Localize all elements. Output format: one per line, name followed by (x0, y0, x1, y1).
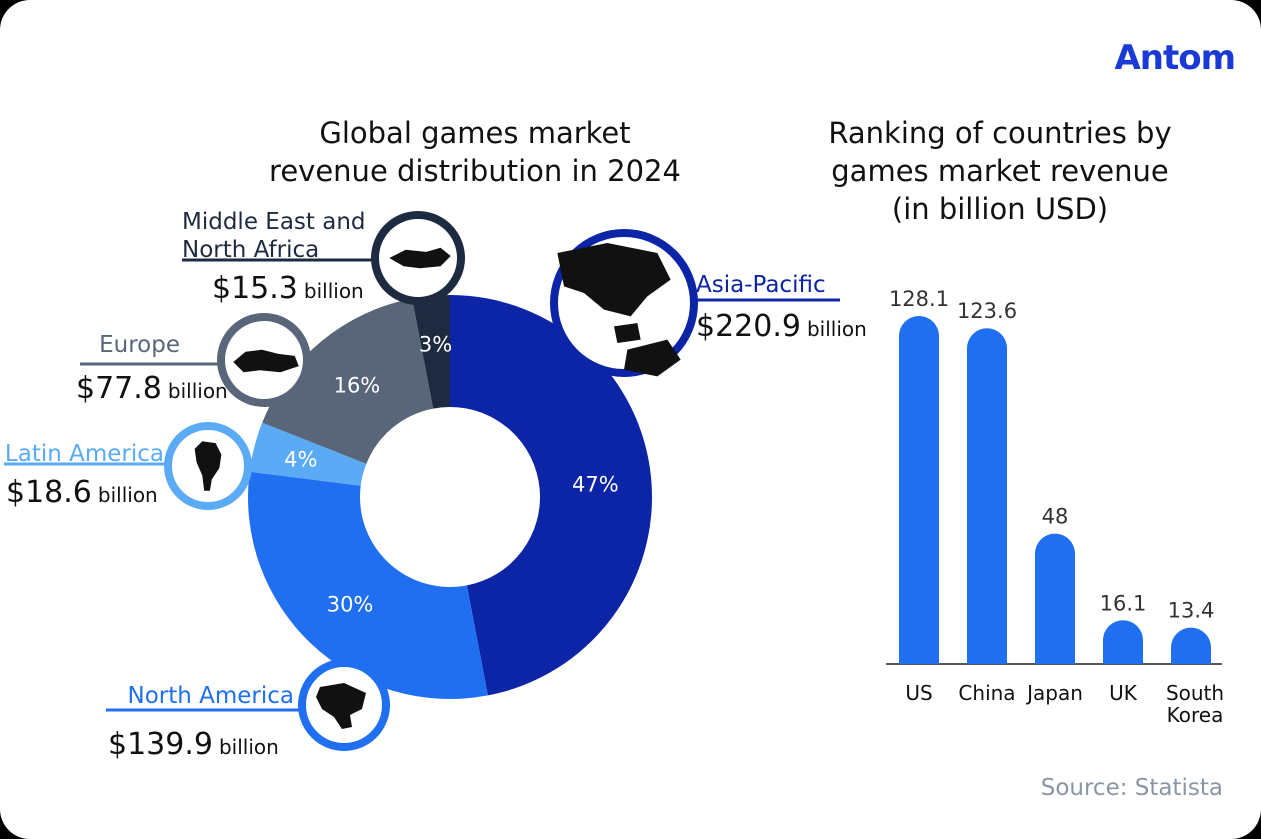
slice-percent-label-4: 3% (419, 333, 452, 357)
asia-pacific-map-icon (557, 243, 681, 377)
bar-south-korea (1171, 627, 1211, 664)
bar-category-label-4-line-1: Korea (1167, 703, 1224, 727)
donut-chart: 47% 30% 4% 16% 3% (248, 295, 652, 699)
bar-japan (1035, 533, 1075, 664)
donut-title-line-2: revenue distribution in 2024 (269, 154, 681, 188)
donut-slice-2 (249, 422, 367, 486)
bar-category-label-3: UK (1109, 681, 1138, 705)
region-value-1: $139.9 billion (108, 727, 279, 762)
bar-chart: 128.1 US 123.6 China 48 Japan 16.1 UK 13.4 SouthK… (886, 287, 1224, 727)
region-name-1: North America (127, 683, 294, 709)
bar-us (899, 316, 939, 664)
antom-logo: Antom (1114, 38, 1236, 78)
bar-value-label-1: 123.6 (957, 299, 1017, 323)
mena-map-icon (389, 247, 451, 269)
bar-title-line-3: (in billion USD) (891, 192, 1109, 226)
bar-category-label-2: Japan (1025, 681, 1083, 705)
latin-america-map-icon (194, 441, 222, 491)
region-value-2: $18.6 billion (6, 475, 158, 510)
region-value-3: $77.8 billion (76, 371, 228, 406)
donut-callouts: Asia-Pacific $220.9 billion North America $1… (4, 209, 867, 762)
north-america-map-icon (316, 683, 366, 729)
region-name-0: Asia-Pacific (696, 272, 826, 298)
donut-slice-1 (248, 471, 488, 699)
donut-slice-0 (450, 295, 652, 696)
slice-percent-label-1: 30% (327, 592, 374, 616)
bar-title-line-2: games market revenue (831, 154, 1169, 188)
donut-title-line-1: Global games market (319, 116, 631, 150)
slice-percent-label-2: 4% (284, 448, 317, 472)
region-value-4: $15.3 billion (212, 271, 364, 306)
bar-category-label-4-line-0: South (1166, 681, 1224, 705)
donut-chart-title: Global games market revenue distribution… (225, 114, 725, 190)
source-note: Source: Statista (1040, 775, 1223, 801)
bar-value-label-4: 13.4 (1168, 599, 1215, 623)
bar-uk (1103, 620, 1143, 664)
bar-title-line-1: Ranking of countries by (828, 116, 1172, 150)
region-name-4-line-0: Middle East and (182, 209, 366, 235)
slice-percent-label-3: 16% (334, 374, 381, 398)
region-name-3: Europe (99, 332, 180, 358)
bar-value-label-2: 48 (1042, 505, 1069, 529)
region-name-4-line-1: North Africa (182, 237, 319, 263)
bar-value-label-0: 128.1 (889, 287, 949, 311)
donut-slice-3 (262, 298, 434, 464)
bar-category-label-0: US (905, 681, 932, 705)
bar-category-label-1: China (958, 681, 1015, 705)
slice-percent-label-0: 47% (572, 472, 619, 496)
region-name-2: Latin America (5, 441, 164, 467)
donut-slice-4 (412, 295, 450, 409)
region-value-0: $220.9 billion (696, 309, 867, 344)
bar-chart-title: Ranking of countries by games market rev… (780, 114, 1220, 228)
europe-map-icon (233, 349, 299, 373)
bar-china (967, 328, 1007, 664)
bar-value-label-3: 16.1 (1100, 591, 1147, 615)
